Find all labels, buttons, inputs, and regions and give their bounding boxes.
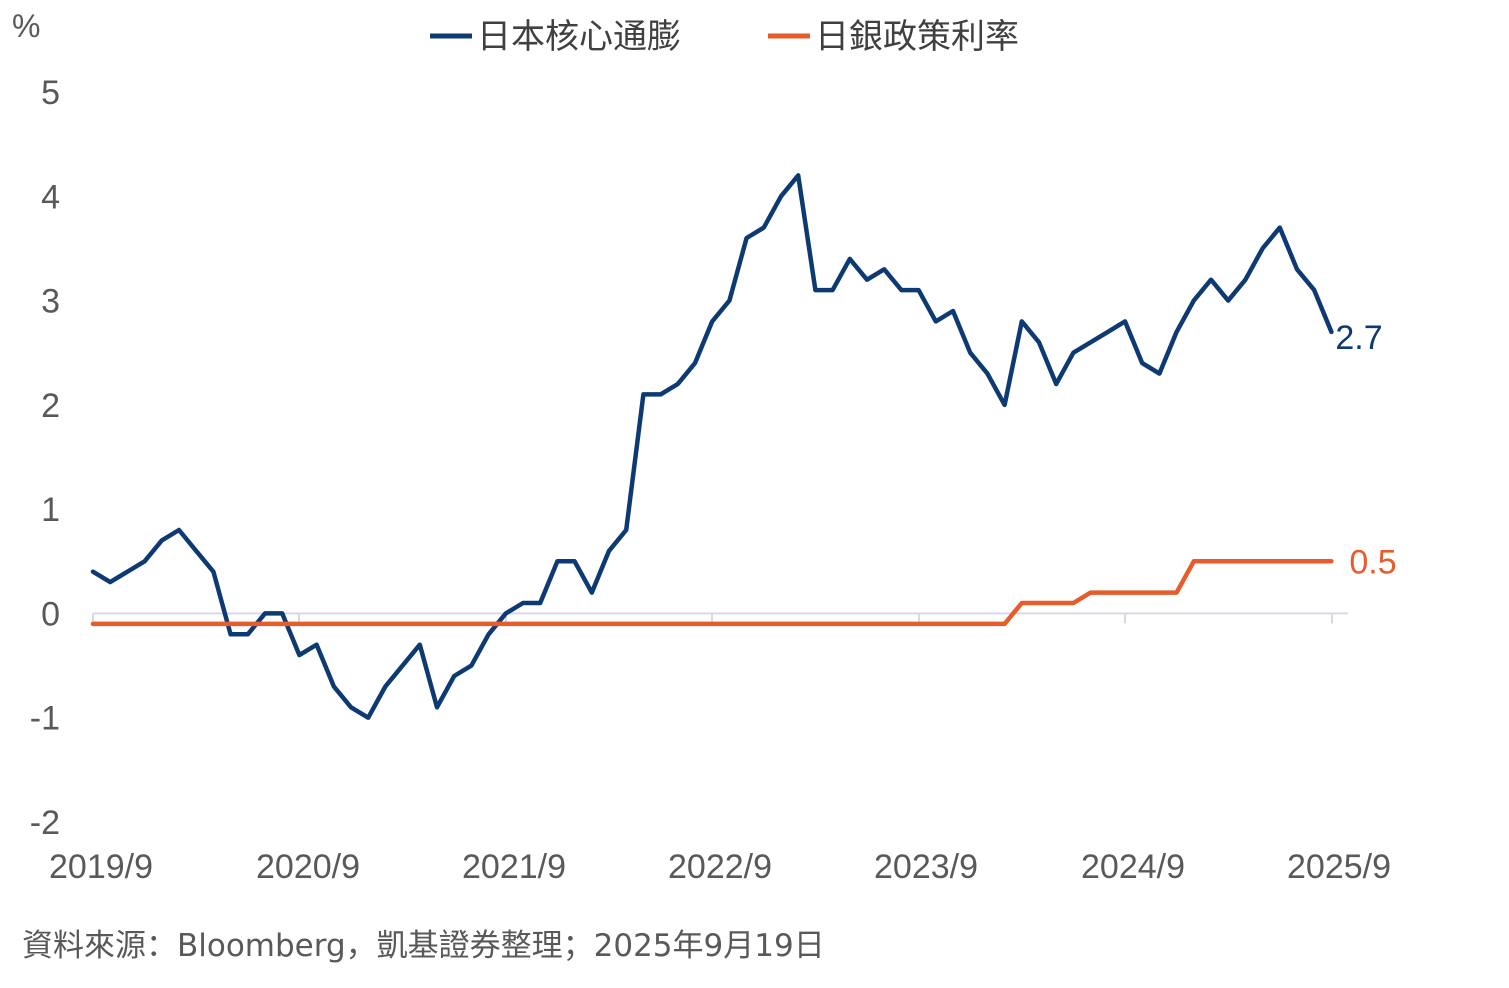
x-tick-label: 2023/9 — [874, 848, 978, 886]
core-cpi-end-label: 2.7 — [1335, 319, 1382, 357]
y-tick-label: 5 — [41, 74, 60, 112]
y-unit-label: % — [12, 8, 40, 44]
x-tick-label: 2022/9 — [668, 848, 772, 886]
x-tick-label: 2020/9 — [256, 848, 360, 886]
x-axis: 2019/9 2020/9 2021/9 2022/9 2023/9 2024/9 2025… — [49, 612, 1391, 886]
policy-rate-line — [90, 559, 1334, 627]
series-layer: 2.7 0.5 — [90, 173, 1397, 720]
y-tick-label: 2 — [41, 387, 60, 425]
legend: 日本核心通膨 日銀政策利率 — [430, 18, 1019, 56]
y-tick-label: 4 — [41, 178, 60, 216]
source-note: 資料來源：Bloomberg，凱基證券整理；2025年9月19日 — [22, 928, 825, 964]
x-tick-label: 2019/9 — [49, 848, 153, 886]
y-tick-label: -1 — [30, 700, 60, 738]
legend-label-policy-rate: 日銀政策利率 — [815, 18, 1019, 56]
y-tick-label: 1 — [41, 491, 60, 529]
legend-label-core-cpi: 日本核心通膨 — [477, 18, 681, 56]
policy-rate-end-label: 0.5 — [1349, 543, 1396, 581]
core-cpi-line — [90, 173, 1334, 720]
x-tick-label: 2024/9 — [1081, 848, 1185, 886]
x-tick-label: 2025/9 — [1287, 848, 1391, 886]
y-tick-label: 0 — [41, 595, 60, 633]
y-tick-label: -2 — [30, 804, 60, 842]
y-axis: 5 4 3 2 1 0 -1 -2 — [30, 74, 60, 842]
x-tick-label: 2021/9 — [462, 848, 566, 886]
y-tick-label: 3 — [41, 283, 60, 321]
